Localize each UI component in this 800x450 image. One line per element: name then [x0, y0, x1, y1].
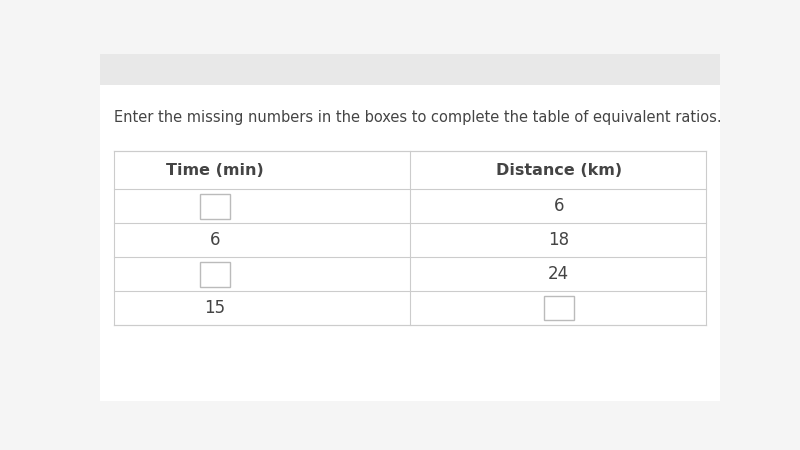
Text: 18: 18 — [548, 231, 570, 249]
Text: Distance (km): Distance (km) — [496, 162, 622, 178]
Text: Enter the missing numbers in the boxes to complete the table of equivalent ratio: Enter the missing numbers in the boxes t… — [114, 110, 722, 125]
Bar — [200, 261, 230, 287]
Bar — [200, 194, 230, 219]
Text: 15: 15 — [204, 299, 226, 317]
Bar — [544, 296, 574, 320]
Text: Time (min): Time (min) — [166, 162, 263, 178]
Text: 24: 24 — [548, 265, 570, 283]
Text: 6: 6 — [554, 197, 564, 215]
Text: 6: 6 — [210, 231, 220, 249]
Bar — [100, 54, 720, 85]
Bar — [114, 151, 706, 325]
